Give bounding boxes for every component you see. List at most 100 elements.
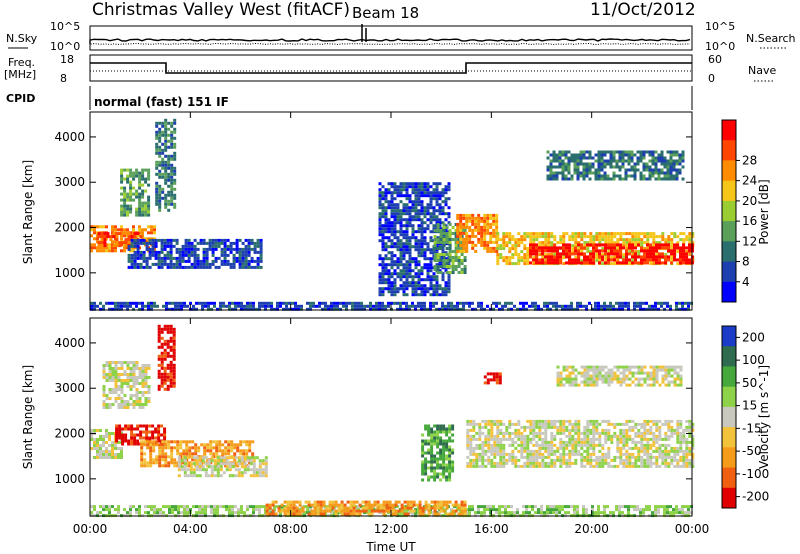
velocity-cell — [129, 373, 133, 376]
power-cell — [232, 253, 236, 257]
velocity-cell — [195, 462, 199, 466]
velocity-cell — [141, 367, 145, 370]
power-cell — [463, 256, 467, 259]
velocity-cell — [135, 367, 139, 370]
power-cell — [570, 301, 573, 305]
power-cell — [183, 304, 186, 308]
power-cell — [414, 200, 418, 204]
power-cell — [167, 163, 171, 167]
power-cell — [564, 177, 568, 181]
velocity-cell — [120, 361, 124, 364]
power-cell — [619, 232, 623, 236]
velocity-cell — [532, 458, 536, 462]
velocity-cell — [496, 452, 500, 456]
power-cell — [435, 275, 439, 279]
power-cell — [456, 231, 460, 235]
power-cell — [549, 165, 553, 169]
power-cell — [294, 304, 297, 308]
power-cell — [399, 251, 403, 255]
power-cell — [136, 253, 140, 257]
velocity-cell — [538, 434, 542, 438]
power-cell — [538, 246, 541, 250]
velocity-cell — [261, 462, 265, 466]
velocity-cell — [595, 431, 599, 435]
power-cell — [438, 209, 442, 213]
power-cell — [399, 242, 403, 246]
power-cell — [438, 307, 441, 311]
power-cell — [142, 256, 146, 260]
velocity-cell — [538, 428, 542, 432]
velocity-cell — [123, 373, 127, 376]
power-cell — [142, 238, 146, 242]
power-feature — [546, 150, 685, 181]
velocity-cell — [439, 457, 443, 461]
power-cell — [426, 263, 430, 267]
power-cell — [381, 242, 385, 246]
velocity-cell — [598, 449, 602, 453]
power-cell — [432, 278, 436, 282]
power-cell — [570, 159, 574, 163]
velocity-cell — [427, 427, 431, 431]
power-cell — [456, 301, 459, 305]
velocity-cell — [481, 419, 485, 423]
power-cell — [673, 246, 676, 250]
power-cell — [463, 268, 467, 271]
power-cell — [502, 244, 506, 248]
power-cell — [612, 174, 616, 178]
power-cell — [411, 245, 415, 249]
power-cell — [643, 252, 646, 256]
power-cell — [124, 232, 128, 236]
velocity-cell — [195, 465, 199, 469]
velocity-cell — [565, 419, 569, 423]
power-cell — [399, 188, 403, 192]
velocity-cell — [239, 440, 243, 444]
power-cell — [438, 182, 442, 186]
velocity-cell — [102, 406, 106, 409]
power-cell — [169, 262, 173, 266]
power-cell — [603, 159, 607, 163]
power-cell — [658, 252, 661, 256]
power-cell — [147, 177, 151, 181]
power-cell — [435, 293, 439, 297]
power-cell — [651, 156, 655, 160]
power-cell — [603, 304, 606, 308]
power-cell — [555, 304, 558, 308]
velocity-cell — [421, 469, 425, 473]
velocity-cell — [206, 458, 210, 462]
power-cell — [187, 247, 191, 251]
power-cell — [226, 247, 230, 251]
power-cell — [610, 232, 614, 236]
power-cell — [618, 307, 621, 311]
power-cell — [658, 261, 661, 265]
velocity-cell — [233, 443, 237, 447]
power-cell — [408, 284, 412, 288]
power-cell — [642, 153, 646, 157]
power-cell — [153, 237, 156, 241]
velocity-cell — [520, 452, 524, 456]
power-cell — [637, 261, 640, 265]
power-cell — [432, 224, 436, 228]
velocity-cell — [526, 449, 530, 453]
power-cell — [442, 223, 446, 226]
velocity-cell — [224, 440, 228, 444]
velocity-cell — [607, 461, 611, 465]
velocity-cell — [586, 437, 590, 441]
power-cell — [489, 307, 492, 311]
power-cell — [247, 238, 251, 242]
velocity-cell — [108, 450, 111, 453]
power-cell — [164, 172, 168, 176]
power-cell — [535, 258, 538, 262]
power-cell — [631, 259, 635, 263]
velocity-cell — [559, 458, 563, 462]
power-cell — [390, 212, 394, 216]
power-cell — [442, 256, 446, 259]
power-cell — [100, 241, 104, 245]
power-cell — [610, 256, 614, 260]
power-cell — [158, 163, 162, 167]
velocity-cell — [469, 446, 473, 450]
power-cell — [130, 241, 134, 245]
velocity-cell — [514, 464, 518, 468]
power-cell — [390, 254, 394, 258]
velocity-cell — [213, 474, 217, 478]
velocity-cell — [478, 443, 482, 447]
